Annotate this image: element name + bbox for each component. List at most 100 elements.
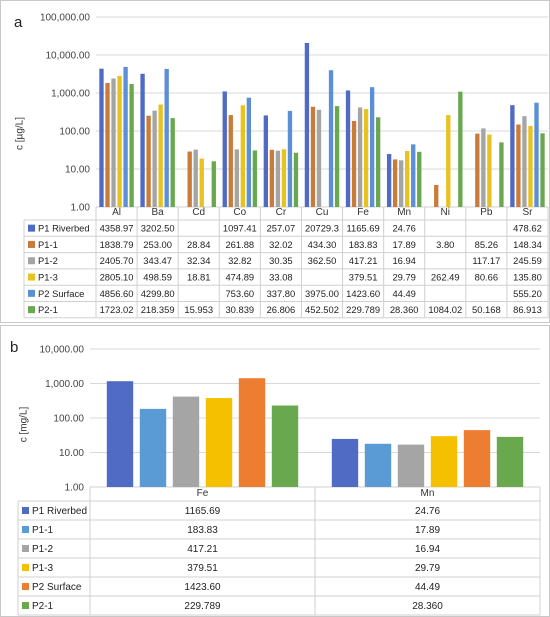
data-label-p1-3-ni: 262.49: [431, 271, 460, 282]
data-label-p2-surface-sr: 555.20: [513, 288, 542, 299]
bar-p2-1-fe: [375, 117, 381, 207]
data-label-p1-3-mn: 29.79: [392, 271, 415, 282]
data-label-p1-riverbed-fe: 1165.69: [185, 506, 221, 517]
bar-p1-3-co: [240, 105, 246, 207]
data-label-p1-2-mn: 16.94: [415, 544, 440, 555]
x-category-label-pb: Pb: [480, 207, 493, 218]
panel-letter-a: a: [14, 14, 23, 31]
bar-p1-2-pb: [481, 128, 486, 207]
data-label-p1-3-cr: 33.08: [269, 271, 292, 282]
x-category-label-cu: Cu: [316, 207, 329, 218]
bar-p1-1-cr: [269, 149, 275, 207]
x-category-label-fe: Fe: [357, 207, 369, 218]
bar-p2-1-cu: [334, 106, 340, 207]
legend-label-p1-riverbed: P1 Riverbed: [38, 223, 90, 234]
bar-p1-1-ni: [434, 184, 439, 207]
data-label-p2-1-mn: 28.360: [412, 601, 443, 612]
bar-p2-1-al: [129, 84, 134, 207]
data-label-p2-1-ba: 218.359: [141, 304, 175, 315]
bar-p2-1-fe: [271, 405, 299, 487]
data-label-p1-2-co: 32.82: [228, 255, 251, 266]
bar-p2-1-co: [252, 150, 258, 207]
bar-p2-surface-sr: [534, 102, 539, 207]
bar-p1-1-fe: [139, 408, 167, 487]
x-category-label-ba: Ba: [152, 207, 165, 218]
legend-label-p1-1: P1-1: [32, 525, 54, 536]
y-tick-label: 100,000.00: [40, 13, 90, 24]
legend-label-p2-surface: P2 Surface: [32, 582, 82, 593]
bar-p1-3-ni: [446, 115, 451, 207]
bar-p1-1-al: [105, 82, 110, 207]
y-tick-label: 100.00: [53, 414, 84, 425]
legend-swatch-p1-3: [22, 564, 29, 571]
bar-p1-3-fe: [363, 108, 369, 207]
bar-p2-surface-fe: [369, 87, 375, 207]
data-label-p2-surface-mn: 44.49: [415, 582, 440, 593]
bar-p2-1-cd: [211, 161, 216, 207]
data-label-p1-1-ni: 3.80: [436, 239, 454, 250]
bar-p1-riverbed-ba: [140, 73, 145, 207]
legend-swatch-p1-1: [28, 240, 35, 248]
data-label-p1-3-cd: 18.81: [187, 271, 210, 282]
bar-p2-surface-fe: [238, 378, 266, 487]
data-label-p1-3-fe: 379.51: [349, 271, 378, 282]
bar-p1-riverbed-sr: [510, 105, 515, 207]
data-label-p2-1-fe: 229.789: [184, 601, 221, 612]
bar-p1-2-cu: [316, 109, 322, 207]
bar-p1-2-cr: [275, 150, 281, 207]
bar-p1-2-co: [234, 149, 239, 207]
x-category-label-mn: Mn: [421, 488, 435, 499]
legend-swatch-p2-surface: [22, 583, 29, 590]
data-label-p2-surface-mn: 44.49: [392, 288, 415, 299]
data-label-p1-3-mn: 29.79: [415, 563, 440, 574]
legend-label-p1-2: P1-2: [32, 544, 54, 555]
chart-b-svg: 1.00 10.00 100.00 1,000.00 10,000.00 Fe Mn P1 R…: [0, 325, 550, 617]
x-category-label-cr: Cr: [276, 207, 287, 218]
bar-p2-surface-al: [123, 66, 128, 207]
bar-p2-surface-mn: [411, 144, 416, 207]
bar-p1-1-ba: [146, 115, 151, 207]
x-category-label-al: Al: [112, 207, 121, 218]
data-label-p1-3-fe: 379.51: [187, 563, 218, 574]
bar-p1-2-ba: [152, 110, 157, 207]
x-category-label-co: Co: [233, 207, 246, 218]
bar-p1-1-sr: [516, 124, 521, 207]
bar-p2-surface-ba: [164, 68, 169, 208]
data-label-p1-1-pb: 85.26: [475, 239, 498, 250]
data-label-p1-1-al: 1838.79: [100, 239, 134, 250]
data-label-p1-1-mn: 17.89: [415, 525, 440, 536]
data-label-p2-1-cr: 26.806: [267, 304, 296, 315]
bar-p1-riverbed-al: [99, 68, 104, 207]
data-label-p1-2-sr: 245.59: [513, 255, 542, 266]
legend-swatch-p1-riverbed: [22, 507, 29, 514]
bar-p2-1-mn: [417, 151, 422, 207]
bar-p1-3-al: [117, 75, 122, 207]
bar-p1-3-sr: [528, 125, 533, 207]
legend-label-p2-1: P2-1: [32, 601, 54, 612]
bar-p1-riverbed-mn: [331, 438, 359, 487]
x-category-label-cd: Cd: [192, 207, 205, 218]
bar-p1-3-fe: [205, 398, 233, 487]
data-label-p2-surface-fe: 1423.60: [184, 582, 221, 593]
data-label-p1-2-pb: 117.17: [472, 255, 500, 266]
legend-swatch-p1-3: [28, 273, 35, 281]
legend-swatch-p1-2: [22, 545, 29, 552]
bar-p1-1-pb: [475, 133, 480, 207]
y-tick-label: 1,000.00: [51, 89, 90, 100]
y-tick-label: 1.00: [65, 483, 85, 494]
legend-swatch-p2-1: [28, 306, 35, 314]
bar-p1-3-pb: [487, 134, 492, 207]
legend-swatch-p1-2: [28, 257, 35, 265]
bar-p1-1-fe: [351, 120, 357, 207]
data-label-p1-riverbed-cu: 20729.3: [305, 223, 339, 234]
data-label-p2-1-pb: 50.168: [472, 304, 501, 315]
bar-p1-1-cd: [187, 151, 192, 207]
chart-a-svg: 1.00 10.00 100.00 1,000.00 10,000.00 100,000.…: [0, 0, 550, 323]
bar-p1-2-al: [111, 78, 116, 208]
data-label-p2-1-co: 30.839: [225, 304, 254, 315]
bar-p1-2-mn: [397, 444, 425, 487]
bar-p1-riverbed-co: [222, 91, 227, 207]
data-label-p2-surface-cu: 3975.00: [305, 288, 339, 299]
data-label-p1-1-co: 261.88: [225, 239, 254, 250]
bar-p1-3-mn: [405, 150, 410, 207]
